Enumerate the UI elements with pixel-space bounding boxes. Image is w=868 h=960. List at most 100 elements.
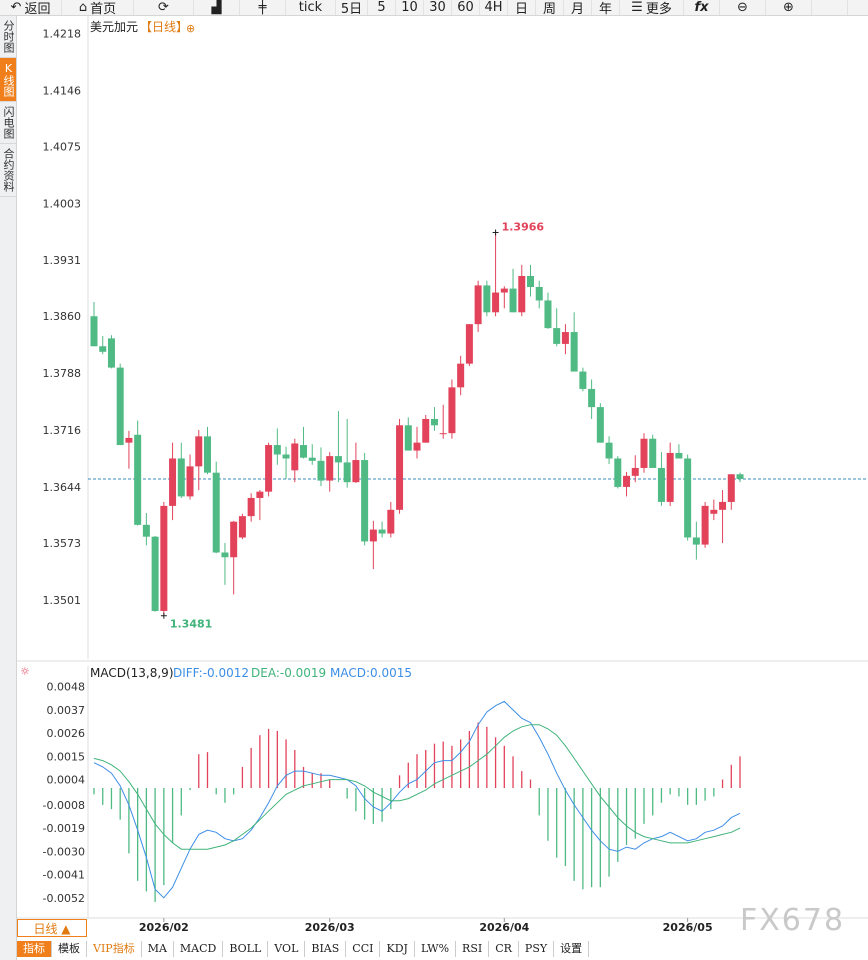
candle-up <box>448 387 456 434</box>
candle-down <box>116 367 124 446</box>
candle-type-button[interactable]: ╪ <box>240 0 286 15</box>
zoom-out-button[interactable]: ⊖ <box>720 0 766 15</box>
back-button[interactable]: ↶ 返回 <box>0 0 62 15</box>
high-annotation: 1.3966 <box>492 220 545 236</box>
low-marker <box>160 612 167 619</box>
candle-down <box>282 454 290 459</box>
tick-button[interactable]: tick <box>286 0 336 15</box>
formula-button[interactable]: fx <box>684 0 720 15</box>
candle-down <box>614 458 622 487</box>
period-30[interactable]: 30 <box>424 0 452 15</box>
tab-boll[interactable]: BOLL <box>223 941 269 957</box>
candle-up <box>186 466 194 497</box>
price-tick-label: 1.3931 <box>43 254 82 267</box>
candle-down <box>657 467 665 502</box>
high-price-label: 1.3966 <box>502 220 545 233</box>
candle-down <box>343 462 351 483</box>
tab-psy[interactable]: PSY <box>519 941 555 957</box>
tab-kdj[interactable]: KDJ <box>380 941 415 957</box>
period-day[interactable]: 日 <box>508 0 536 15</box>
candle-down <box>605 442 613 459</box>
period-month[interactable]: 月 <box>564 0 592 15</box>
macd-tick-label: 0.0037 <box>47 704 86 717</box>
candle-down <box>509 288 517 313</box>
candle-down <box>553 328 561 344</box>
candlestick-icon: ╪ <box>258 0 267 15</box>
five-day-button[interactable]: 5日 <box>336 0 368 15</box>
tab-vip[interactable]: VIP指标 <box>87 941 142 957</box>
candle-up <box>439 433 447 435</box>
tab-cci[interactable]: CCI <box>346 941 381 957</box>
refresh-icon: ⟳ <box>158 0 169 15</box>
candle-down <box>430 418 438 426</box>
candle-up <box>326 456 334 481</box>
bar-chart-icon: ▟ <box>211 0 222 15</box>
candle-up <box>465 324 473 364</box>
tab-bias[interactable]: BIAS <box>305 941 347 957</box>
candle-up <box>719 501 727 510</box>
tab-indicators[interactable]: 指标 <box>17 941 52 957</box>
candle-down <box>579 371 587 389</box>
period-4h[interactable]: 4H <box>480 0 508 15</box>
candle-up <box>474 285 482 325</box>
candle-down <box>300 445 308 458</box>
macd-tick-label: -0.0019 <box>43 822 85 835</box>
candle-up <box>631 467 639 476</box>
candle-up <box>247 497 255 517</box>
price-axis-labels: 1.4218 1.4146 1.4075 1.4003 1.3931 1.3860 1.37… <box>43 27 82 607</box>
more-button[interactable]: ☰ 更多 <box>620 0 684 15</box>
candle-up <box>710 509 718 514</box>
candle-up <box>413 442 421 451</box>
candle-down <box>212 472 220 553</box>
candle-up <box>500 288 508 293</box>
macd-dea-line <box>93 724 741 850</box>
period-tab[interactable]: 日线 ▲ <box>17 919 87 937</box>
zoom-in-icon: ⊕ <box>783 0 794 15</box>
candle-down <box>317 460 325 481</box>
macd-axis-labels: 0.0048 0.0037 0.0026 0.0015 0.0004 -0.0008 -0.… <box>43 681 85 905</box>
price-tick-label: 1.4146 <box>43 84 82 97</box>
toolbar-extra[interactable] <box>812 0 848 15</box>
expand-icon[interactable]: ⊕ <box>186 22 195 35</box>
zoom-in-button[interactable]: ⊕ <box>766 0 812 15</box>
tab-lw[interactable]: LW% <box>415 941 457 957</box>
candle-up <box>623 475 631 487</box>
candle-up <box>727 474 735 502</box>
refresh-button[interactable]: ⟳ <box>134 0 194 15</box>
watermark: FX678 <box>740 903 846 938</box>
period-60[interactable]: 60 <box>452 0 480 15</box>
candle-down <box>675 452 683 459</box>
tab-contract-info[interactable]: 合约资料 <box>0 144 16 197</box>
candle-down <box>527 275 534 288</box>
tab-timeshare[interactable]: 分时图 <box>0 16 16 58</box>
macd-settings-icon[interactable]: ☼ <box>20 665 30 678</box>
tab-ma[interactable]: MA <box>142 941 174 957</box>
candle-down <box>99 346 107 352</box>
tab-rsi[interactable]: RSI <box>456 941 490 957</box>
candle-up <box>195 436 203 467</box>
tab-template[interactable]: 模板 <box>52 941 87 957</box>
tab-kline[interactable]: K线图 <box>0 58 16 102</box>
candle-down <box>107 338 115 368</box>
kline-chart[interactable]: 美元加元 【日线】 ⊕ 1.4218 1.4146 1.4075 1.4003 1.39… <box>17 16 868 938</box>
price-tick-label: 1.3573 <box>43 537 82 550</box>
candle-up <box>125 437 133 443</box>
period-label: 【日线】 <box>140 20 188 34</box>
period-year[interactable]: 年 <box>592 0 620 15</box>
tab-flash[interactable]: 闪电图 <box>0 102 16 144</box>
period-5[interactable]: 5 <box>368 0 396 15</box>
candle-up <box>492 292 500 313</box>
tab-vol[interactable]: VOL <box>268 941 306 957</box>
chart-type-button[interactable]: ▟ <box>194 0 240 15</box>
macd-tick-label: -0.0030 <box>43 845 85 858</box>
candle-up <box>160 505 168 611</box>
tab-cr[interactable]: CR <box>489 941 519 957</box>
tab-macd[interactable]: MACD <box>174 941 224 957</box>
high-marker <box>492 229 499 236</box>
period-10[interactable]: 10 <box>396 0 424 15</box>
period-week[interactable]: 周 <box>536 0 564 15</box>
tab-settings[interactable]: 设置 <box>554 941 590 957</box>
home-button[interactable]: ⌂ 首页 <box>62 0 134 15</box>
macd-title: MACD(13,8,9) <box>90 666 174 680</box>
zoom-out-icon: ⊖ <box>737 0 748 15</box>
